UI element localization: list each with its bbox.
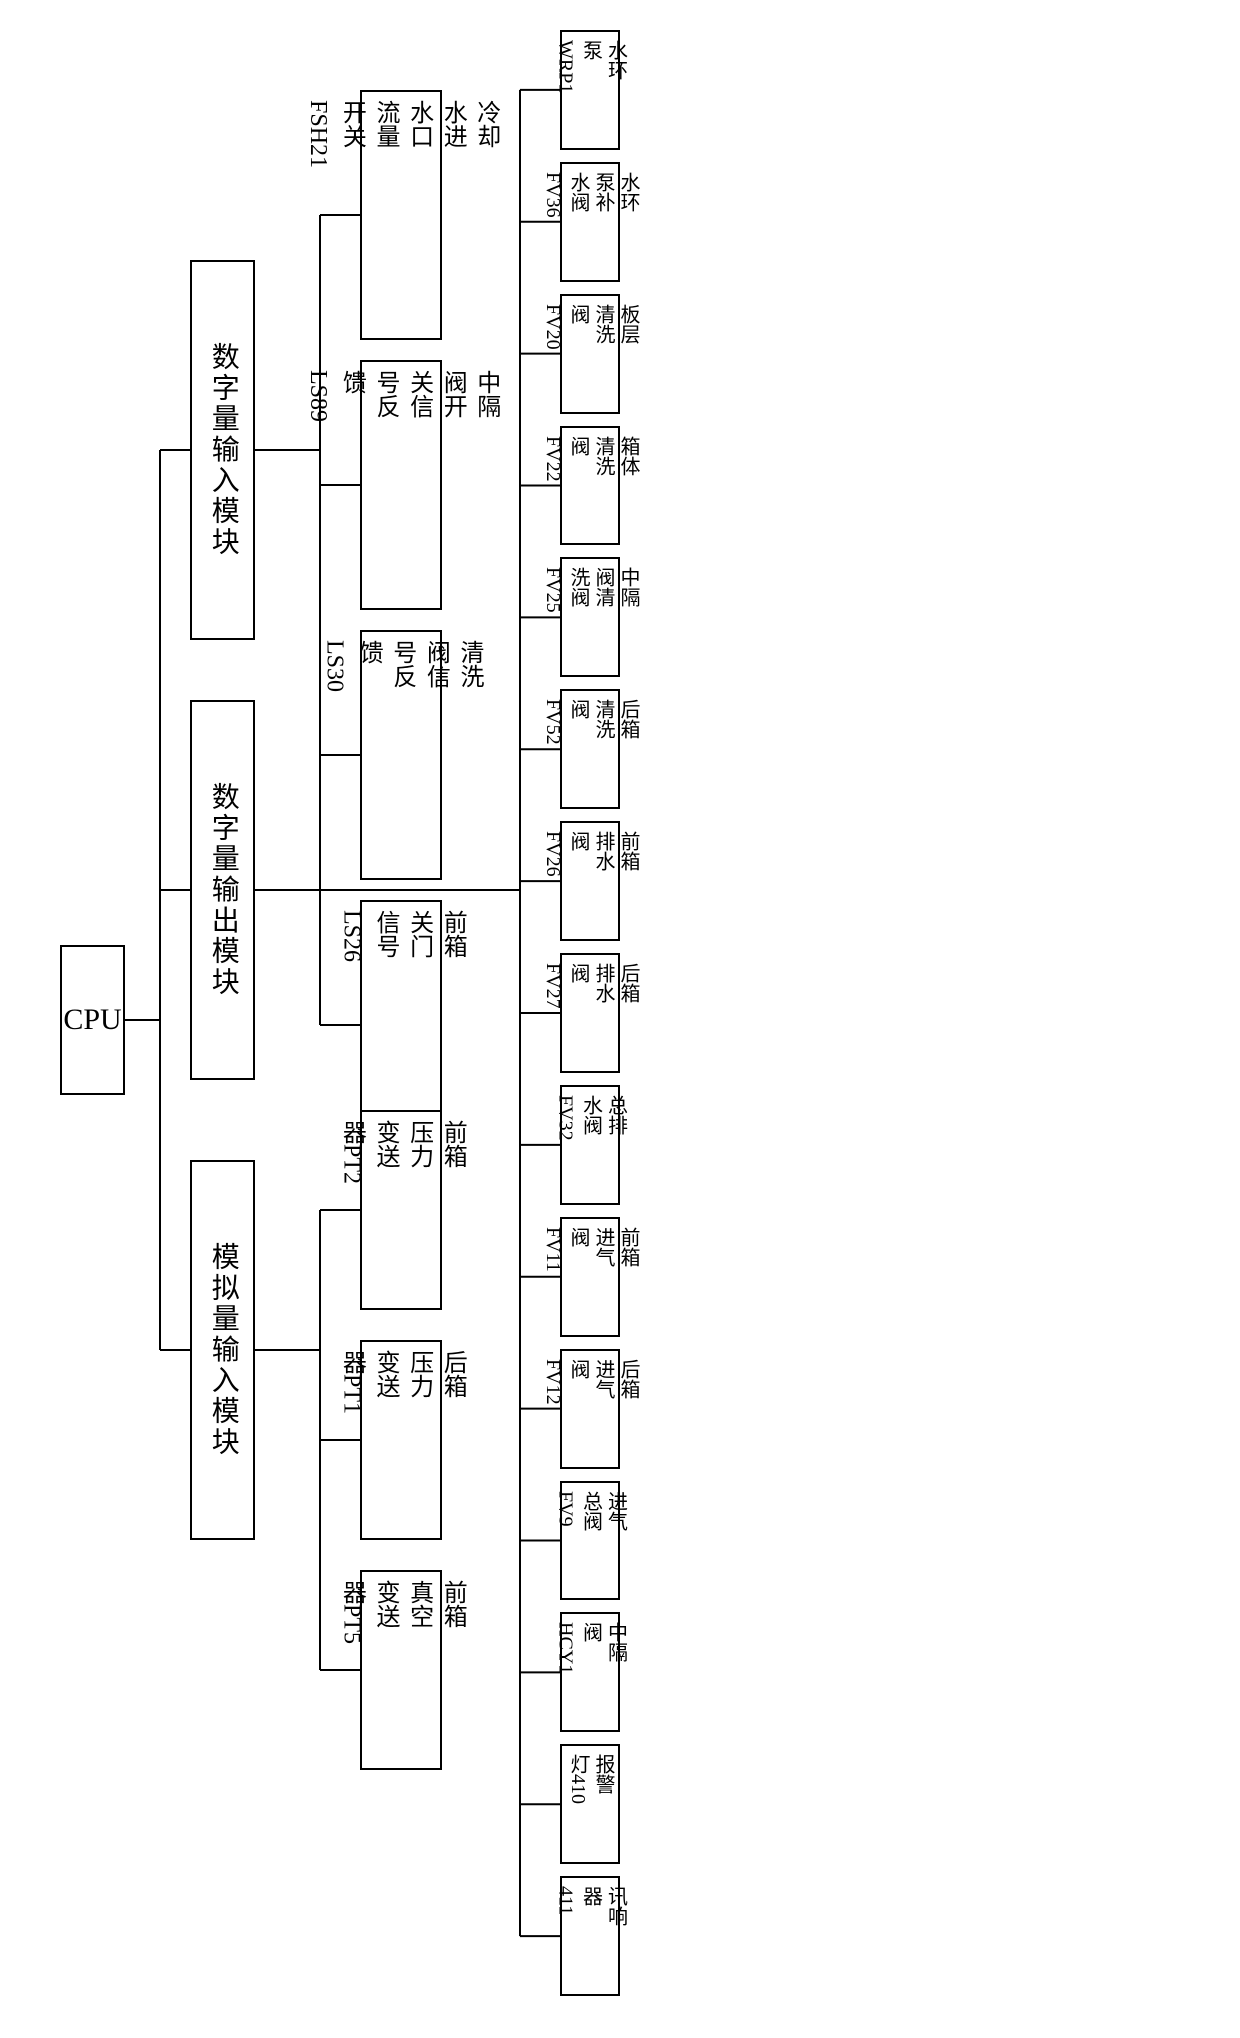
din-leaf-0: 冷却水进水口流量开关FSH21 — [360, 90, 442, 340]
dout-leaf-13: 报警灯410 — [560, 1744, 620, 1864]
din-module-label: 数字量输入模块 — [204, 342, 240, 558]
cpu-root-box: CPU — [60, 945, 125, 1095]
dout-leaf-2: 板层清洗阀FV20 — [560, 294, 620, 414]
dout-leaf-3: 箱体清洗阀FV22 — [560, 426, 620, 546]
ain-module-box: 模拟量输入模块 — [190, 1160, 255, 1540]
din-leaf-1: 中隔阀开关信号反馈LS89 — [360, 360, 442, 610]
dout-leaf-7: 后箱排水阀FV27 — [560, 953, 620, 1073]
cpu-label: CPU — [63, 1003, 121, 1037]
ain-leaf-0: 前箱压力变送器PT2 — [360, 1110, 442, 1310]
ain-leaf-2: 前箱真空变送器PT5 — [360, 1570, 442, 1770]
dout-leaf-4: 中隔阀清洗阀FV25 — [560, 557, 620, 677]
ain-module-label: 模拟量输入模块 — [204, 1242, 240, 1458]
dout-leaf-5: 后箱清洗阀FV52 — [560, 689, 620, 809]
dout-leaf-0: 水环泵WRP1 — [560, 30, 620, 150]
dout-leaf-14: 讯响器411 — [560, 1876, 620, 1996]
dout-leaf-11: 进气总阀FV9 — [560, 1481, 620, 1601]
dout-leaf-8: 总排水阀FV32 — [560, 1085, 620, 1205]
din-module-box: 数字量输入模块 — [190, 260, 255, 640]
dout-module-label: 数字量输出模块 — [204, 782, 240, 998]
dout-leaf-10: 后箱进气阀FV12 — [560, 1349, 620, 1469]
din-leaf-2: 清洗阀信号反馈LS30 — [360, 630, 442, 880]
ain-leaf-1: 后箱压力变送器PT1 — [360, 1340, 442, 1540]
dout-module-box: 数字量输出模块 — [190, 700, 255, 1080]
dout-leaf-6: 前箱排水阀FV26 — [560, 821, 620, 941]
dout-leaf-1: 水环泵补水阀FV36 — [560, 162, 620, 282]
dout-leaf-12: 中隔阀HCY1 — [560, 1612, 620, 1732]
dout-leaf-9: 前箱进气阀FV11 — [560, 1217, 620, 1337]
